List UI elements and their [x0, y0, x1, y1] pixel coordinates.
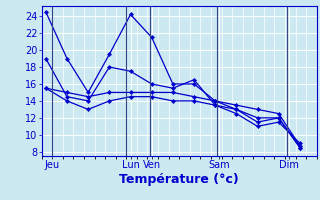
X-axis label: Température (°c): Température (°c)	[119, 173, 239, 186]
